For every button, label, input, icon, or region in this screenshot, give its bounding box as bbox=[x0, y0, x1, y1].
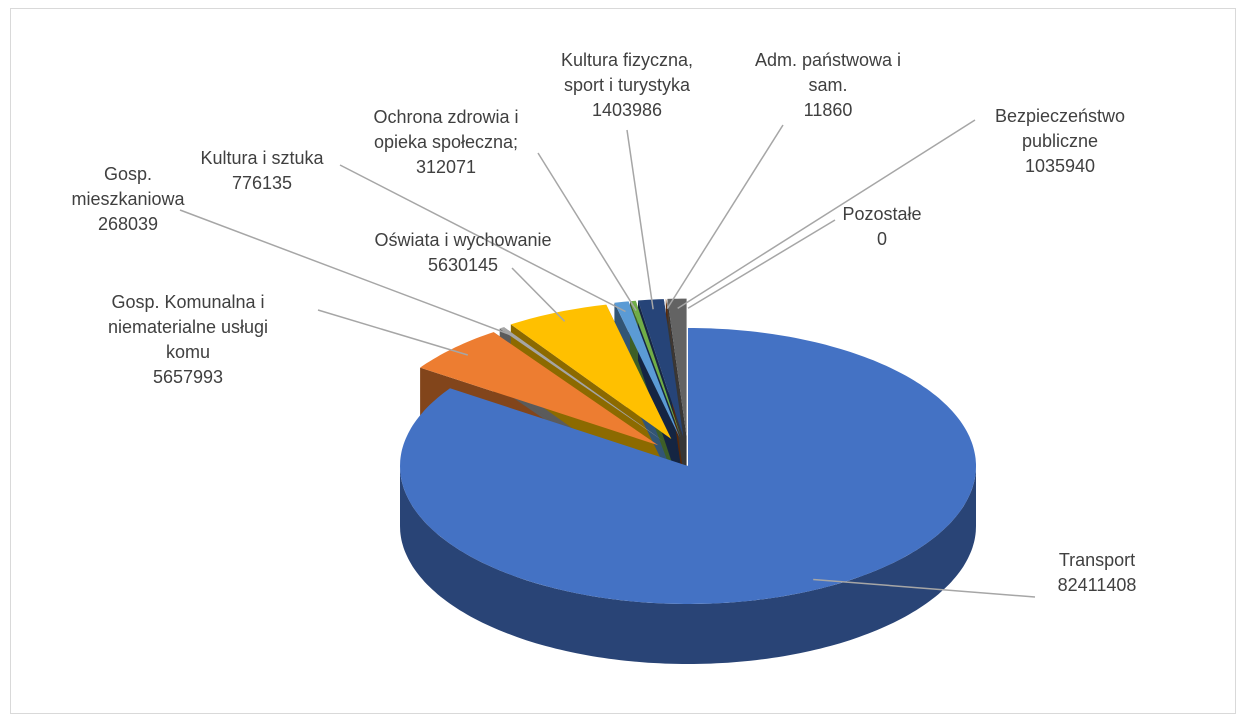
data-label: Ochrona zdrowia i opieka społeczna; 31207… bbox=[361, 105, 531, 180]
data-label: Oświata i wychowanie 5630145 bbox=[343, 228, 583, 278]
value-label: 1403986 bbox=[591, 100, 663, 120]
data-label: Pozostałe 0 bbox=[832, 202, 932, 252]
value-label: 1035940 bbox=[1024, 156, 1096, 176]
value-label: 0 bbox=[876, 229, 887, 249]
leader-line bbox=[666, 124, 784, 310]
category-label: Transport bbox=[1058, 550, 1136, 570]
slice-tops bbox=[400, 298, 976, 604]
leader-line bbox=[677, 119, 976, 309]
slice bbox=[400, 328, 976, 604]
data-label: Gosp. Komunalna i niematerialne usługi k… bbox=[93, 290, 283, 390]
data-label: Kultura i sztuka 776135 bbox=[182, 146, 342, 196]
slice-wall bbox=[400, 466, 976, 664]
value-label: 5657993 bbox=[152, 367, 224, 387]
leader-line bbox=[179, 209, 514, 337]
slice bbox=[614, 301, 680, 438]
category-label: Gosp. mieszkaniowa bbox=[71, 164, 185, 209]
value-label: 776135 bbox=[231, 173, 293, 193]
slice bbox=[630, 300, 681, 437]
leader-line bbox=[537, 152, 637, 311]
chart-frame bbox=[10, 8, 1236, 714]
slice bbox=[510, 304, 672, 439]
leader-line bbox=[813, 578, 1036, 598]
category-label: Gosp. Komunalna i niematerialne usługi k… bbox=[107, 292, 269, 362]
data-label: Gosp. mieszkaniowa 268039 bbox=[68, 162, 188, 237]
category-label: Bezpieczeństwo publiczne bbox=[994, 106, 1126, 151]
category-label: Oświata i wychowanie bbox=[374, 230, 552, 250]
slice bbox=[499, 327, 665, 442]
data-label: Transport 82411408 bbox=[1022, 548, 1172, 598]
slice bbox=[667, 298, 687, 437]
category-label: Kultura fizyczna, sport i turystyka bbox=[560, 50, 694, 95]
category-label: Adm. państwowa i sam. bbox=[754, 50, 902, 95]
value-label: 268039 bbox=[97, 214, 159, 234]
slice bbox=[665, 299, 686, 437]
data-label: Adm. państwowa i sam. 11860 bbox=[743, 48, 913, 123]
slice-walls bbox=[400, 466, 976, 664]
value-label: 11860 bbox=[803, 100, 853, 120]
category-label: Pozostałe bbox=[842, 204, 922, 224]
slice bbox=[638, 299, 684, 437]
value-label: 5630145 bbox=[427, 255, 499, 275]
leader-line bbox=[626, 129, 654, 310]
leader-lines bbox=[179, 119, 1036, 598]
leader-line bbox=[511, 267, 566, 322]
category-label: Ochrona zdrowia i opieka społeczna; bbox=[373, 107, 519, 152]
value-label: 82411408 bbox=[1057, 575, 1137, 595]
slice bbox=[420, 332, 659, 446]
data-label: Kultura fizyczna, sport i turystyka 14039… bbox=[542, 48, 712, 123]
leader-line bbox=[339, 164, 626, 313]
leader-line bbox=[687, 219, 836, 309]
data-label: Bezpieczeństwo publiczne 1035940 bbox=[985, 104, 1135, 179]
category-label: Kultura i sztuka bbox=[200, 148, 324, 168]
value-label: 312071 bbox=[415, 157, 477, 177]
leader-line bbox=[317, 309, 469, 356]
